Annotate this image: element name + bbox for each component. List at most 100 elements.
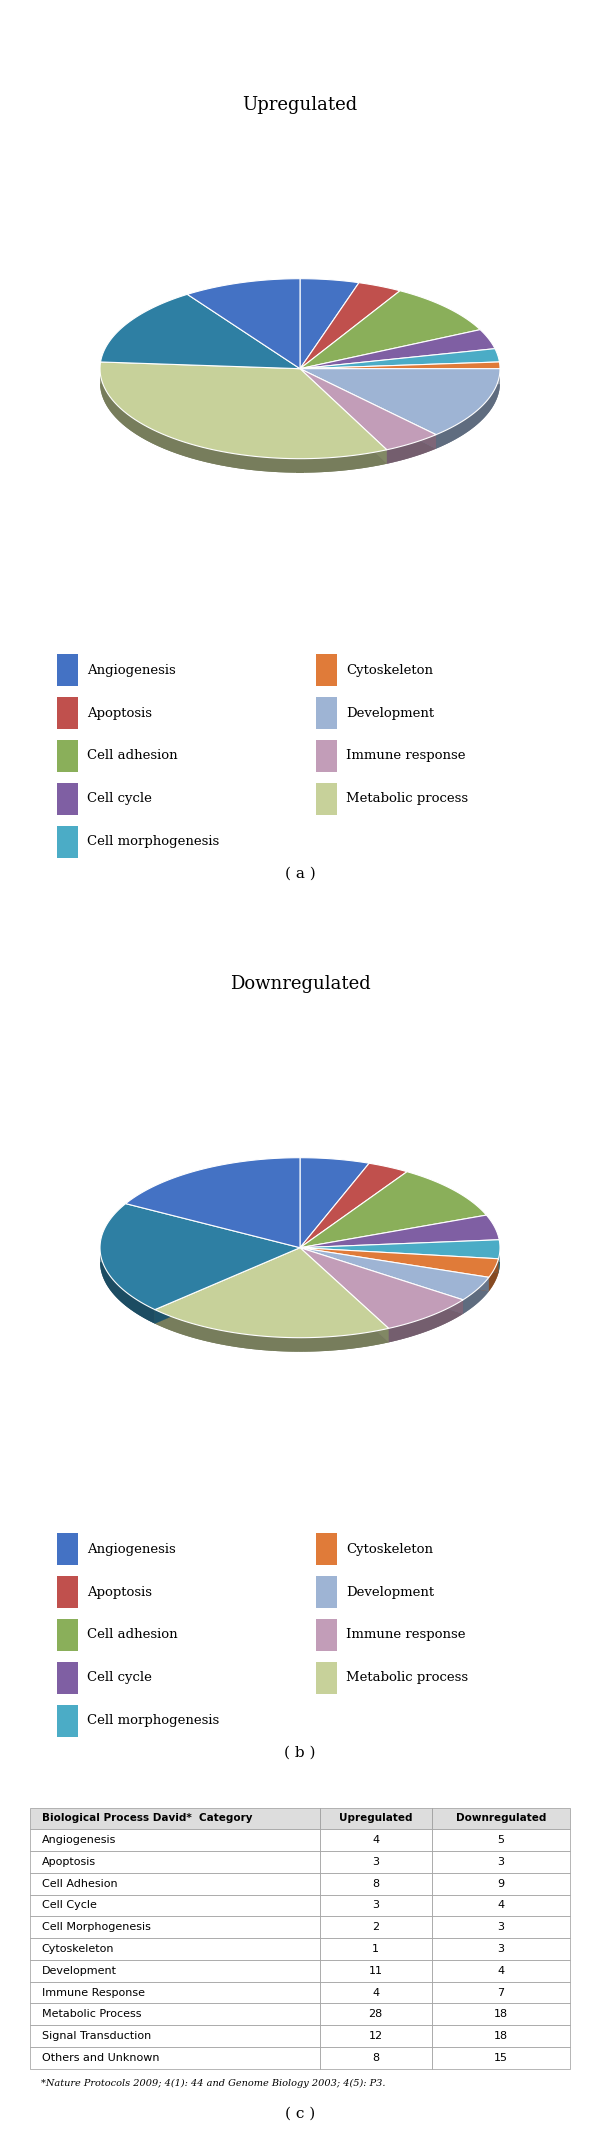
Polygon shape	[437, 1313, 438, 1328]
Bar	[316, 1618, 337, 1650]
Polygon shape	[494, 389, 495, 404]
Polygon shape	[413, 443, 414, 458]
Polygon shape	[496, 385, 497, 400]
Bar	[316, 696, 337, 729]
Polygon shape	[300, 348, 499, 370]
Polygon shape	[218, 1330, 223, 1345]
Polygon shape	[458, 423, 461, 438]
Polygon shape	[300, 1249, 463, 1328]
Polygon shape	[457, 1302, 458, 1317]
Bar	[57, 1575, 77, 1607]
Polygon shape	[164, 434, 170, 451]
Text: ( b ): ( b )	[284, 1745, 316, 1760]
Polygon shape	[278, 458, 287, 473]
Polygon shape	[416, 443, 417, 456]
Polygon shape	[300, 1249, 463, 1313]
Polygon shape	[434, 1313, 435, 1328]
Polygon shape	[363, 453, 371, 468]
Polygon shape	[427, 438, 428, 451]
Polygon shape	[418, 1319, 419, 1335]
Polygon shape	[470, 415, 472, 430]
Polygon shape	[300, 383, 436, 464]
Polygon shape	[403, 445, 404, 460]
Polygon shape	[379, 1330, 384, 1345]
Polygon shape	[227, 1332, 232, 1347]
Polygon shape	[405, 445, 406, 460]
Polygon shape	[406, 1324, 408, 1339]
Polygon shape	[115, 404, 119, 421]
Polygon shape	[489, 398, 490, 413]
Polygon shape	[450, 428, 452, 443]
Polygon shape	[468, 417, 470, 432]
Polygon shape	[448, 428, 450, 443]
Polygon shape	[468, 1296, 469, 1311]
Polygon shape	[107, 393, 110, 410]
Polygon shape	[407, 445, 408, 458]
Polygon shape	[300, 361, 500, 370]
Polygon shape	[365, 1332, 370, 1347]
Polygon shape	[223, 1330, 227, 1345]
Polygon shape	[296, 458, 304, 473]
Polygon shape	[127, 1294, 130, 1309]
Polygon shape	[155, 1261, 389, 1352]
Polygon shape	[115, 1283, 118, 1298]
Polygon shape	[401, 1326, 403, 1339]
Polygon shape	[300, 1261, 499, 1292]
Polygon shape	[162, 1313, 166, 1328]
Polygon shape	[232, 1332, 237, 1347]
Polygon shape	[136, 421, 141, 436]
Polygon shape	[300, 1249, 499, 1272]
Polygon shape	[482, 404, 484, 419]
Bar	[57, 825, 77, 857]
Polygon shape	[448, 1307, 449, 1322]
Polygon shape	[340, 1335, 345, 1350]
Polygon shape	[461, 421, 463, 436]
Polygon shape	[199, 1326, 204, 1341]
Polygon shape	[213, 1328, 218, 1343]
Polygon shape	[394, 1326, 396, 1341]
Polygon shape	[170, 1315, 174, 1332]
Polygon shape	[182, 1319, 187, 1337]
Polygon shape	[391, 449, 392, 462]
Polygon shape	[392, 1328, 394, 1341]
Polygon shape	[458, 1302, 460, 1317]
Polygon shape	[109, 1274, 110, 1289]
Polygon shape	[245, 456, 253, 471]
Bar	[57, 653, 77, 686]
Polygon shape	[424, 1317, 426, 1332]
Polygon shape	[463, 1300, 464, 1313]
Polygon shape	[436, 434, 439, 449]
Polygon shape	[300, 370, 436, 449]
Polygon shape	[300, 1261, 500, 1272]
Polygon shape	[300, 1249, 489, 1292]
Polygon shape	[431, 436, 433, 451]
Polygon shape	[338, 456, 347, 471]
Polygon shape	[374, 1330, 379, 1345]
Polygon shape	[406, 445, 407, 460]
Polygon shape	[187, 279, 300, 370]
Polygon shape	[419, 1319, 421, 1335]
Polygon shape	[421, 1319, 423, 1332]
Polygon shape	[300, 1249, 499, 1277]
Polygon shape	[262, 1337, 268, 1350]
Polygon shape	[417, 441, 418, 456]
Bar	[316, 782, 337, 814]
Polygon shape	[478, 408, 480, 423]
Bar	[316, 739, 337, 771]
Text: Development: Development	[346, 1586, 434, 1599]
Polygon shape	[415, 443, 416, 456]
Polygon shape	[493, 391, 494, 406]
Polygon shape	[426, 1317, 427, 1332]
Polygon shape	[416, 1319, 418, 1335]
Polygon shape	[252, 1335, 257, 1350]
Polygon shape	[101, 1257, 102, 1274]
Polygon shape	[404, 1324, 406, 1339]
Polygon shape	[467, 1296, 468, 1311]
Polygon shape	[300, 284, 400, 370]
Text: Metabolic process: Metabolic process	[346, 1672, 469, 1685]
Polygon shape	[283, 1337, 288, 1352]
Polygon shape	[443, 430, 446, 445]
Polygon shape	[195, 1324, 199, 1339]
Polygon shape	[300, 1261, 463, 1343]
Polygon shape	[401, 447, 402, 460]
